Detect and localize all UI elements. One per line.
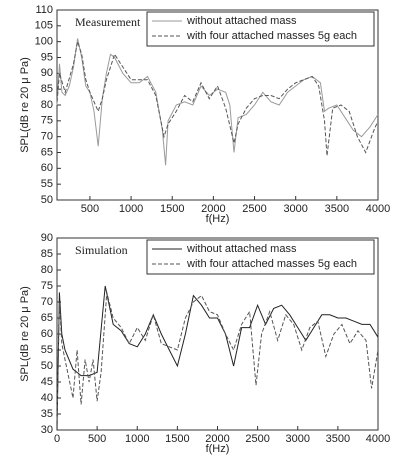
- y-tick-label: 85: [41, 83, 53, 95]
- annotation: Measurement: [75, 15, 141, 29]
- x-tick-label: 2500: [242, 203, 266, 215]
- y-tick-label: 95: [41, 51, 53, 63]
- x-tick-label: 1500: [165, 433, 189, 445]
- series-line: [56, 38, 379, 166]
- x-tick-label: 500: [81, 203, 99, 215]
- x-tick-label: 1000: [119, 203, 143, 215]
- x-tick-label: 500: [88, 433, 106, 445]
- x-tick-label: 1500: [160, 203, 184, 215]
- series-line: [56, 292, 379, 421]
- x-tick-label: 2000: [205, 433, 229, 445]
- series-line: [56, 41, 379, 156]
- legend-label: with four attached masses 5g each: [186, 258, 357, 270]
- y-tick-label: 75: [41, 115, 53, 127]
- y-tick-label: 60: [41, 328, 53, 340]
- legend-label: with four attached masses 5g each: [186, 30, 357, 42]
- y-tick-label: 55: [41, 178, 53, 190]
- y-tick-label: 100: [35, 36, 53, 48]
- x-axis-label: f(Hz): [206, 213, 230, 225]
- series-line: [56, 285, 379, 431]
- x-tick-label: 3500: [325, 203, 349, 215]
- x-tick-label: 2000: [201, 203, 225, 215]
- y-tick-label: 40: [41, 392, 53, 404]
- x-tick-label: 0: [54, 433, 60, 445]
- x-tick-label: 3000: [286, 433, 310, 445]
- y-tick-label: 70: [41, 131, 53, 143]
- x-tick-label: 4000: [366, 433, 390, 445]
- y-tick-label: 30: [41, 424, 53, 436]
- y-tick-label: 70: [41, 296, 53, 308]
- y-tick-label: 60: [41, 162, 53, 174]
- y-axis-label: SPL(dB re 20 μ Pa): [19, 286, 31, 382]
- legend-label: without attached mass: [186, 15, 297, 27]
- y-tick-label: 80: [41, 99, 53, 111]
- legend-label: without attached mass: [186, 243, 297, 255]
- legend-box: [146, 11, 375, 47]
- x-tick-label: 3500: [326, 433, 350, 445]
- y-tick-label: 35: [41, 408, 53, 420]
- y-tick-label: 90: [41, 67, 53, 79]
- y-tick-label: 105: [35, 20, 53, 32]
- x-tick-label: 3000: [283, 203, 307, 215]
- legend-box: [146, 239, 375, 275]
- y-tick-label: 65: [41, 312, 53, 324]
- y-tick-label: 50: [41, 194, 53, 206]
- y-tick-label: 90: [41, 232, 53, 244]
- x-tick-label: 1000: [125, 433, 149, 445]
- y-tick-label: 55: [41, 344, 53, 356]
- y-tick-label: 45: [41, 376, 53, 388]
- y-tick-label: 110: [35, 4, 53, 16]
- x-tick-label: 2500: [245, 433, 269, 445]
- x-axis-label: f(Hz): [206, 443, 230, 455]
- y-tick-label: 65: [41, 146, 53, 158]
- y-tick-label: 85: [41, 248, 53, 260]
- y-tick-label: 50: [41, 360, 53, 372]
- y-tick-label: 75: [41, 280, 53, 292]
- annotation: Simulation: [75, 243, 128, 257]
- y-tick-label: 80: [41, 264, 53, 276]
- x-tick-label: 4000: [366, 203, 390, 215]
- y-axis-label: SPL(dB re 20 μ Pa): [19, 57, 31, 153]
